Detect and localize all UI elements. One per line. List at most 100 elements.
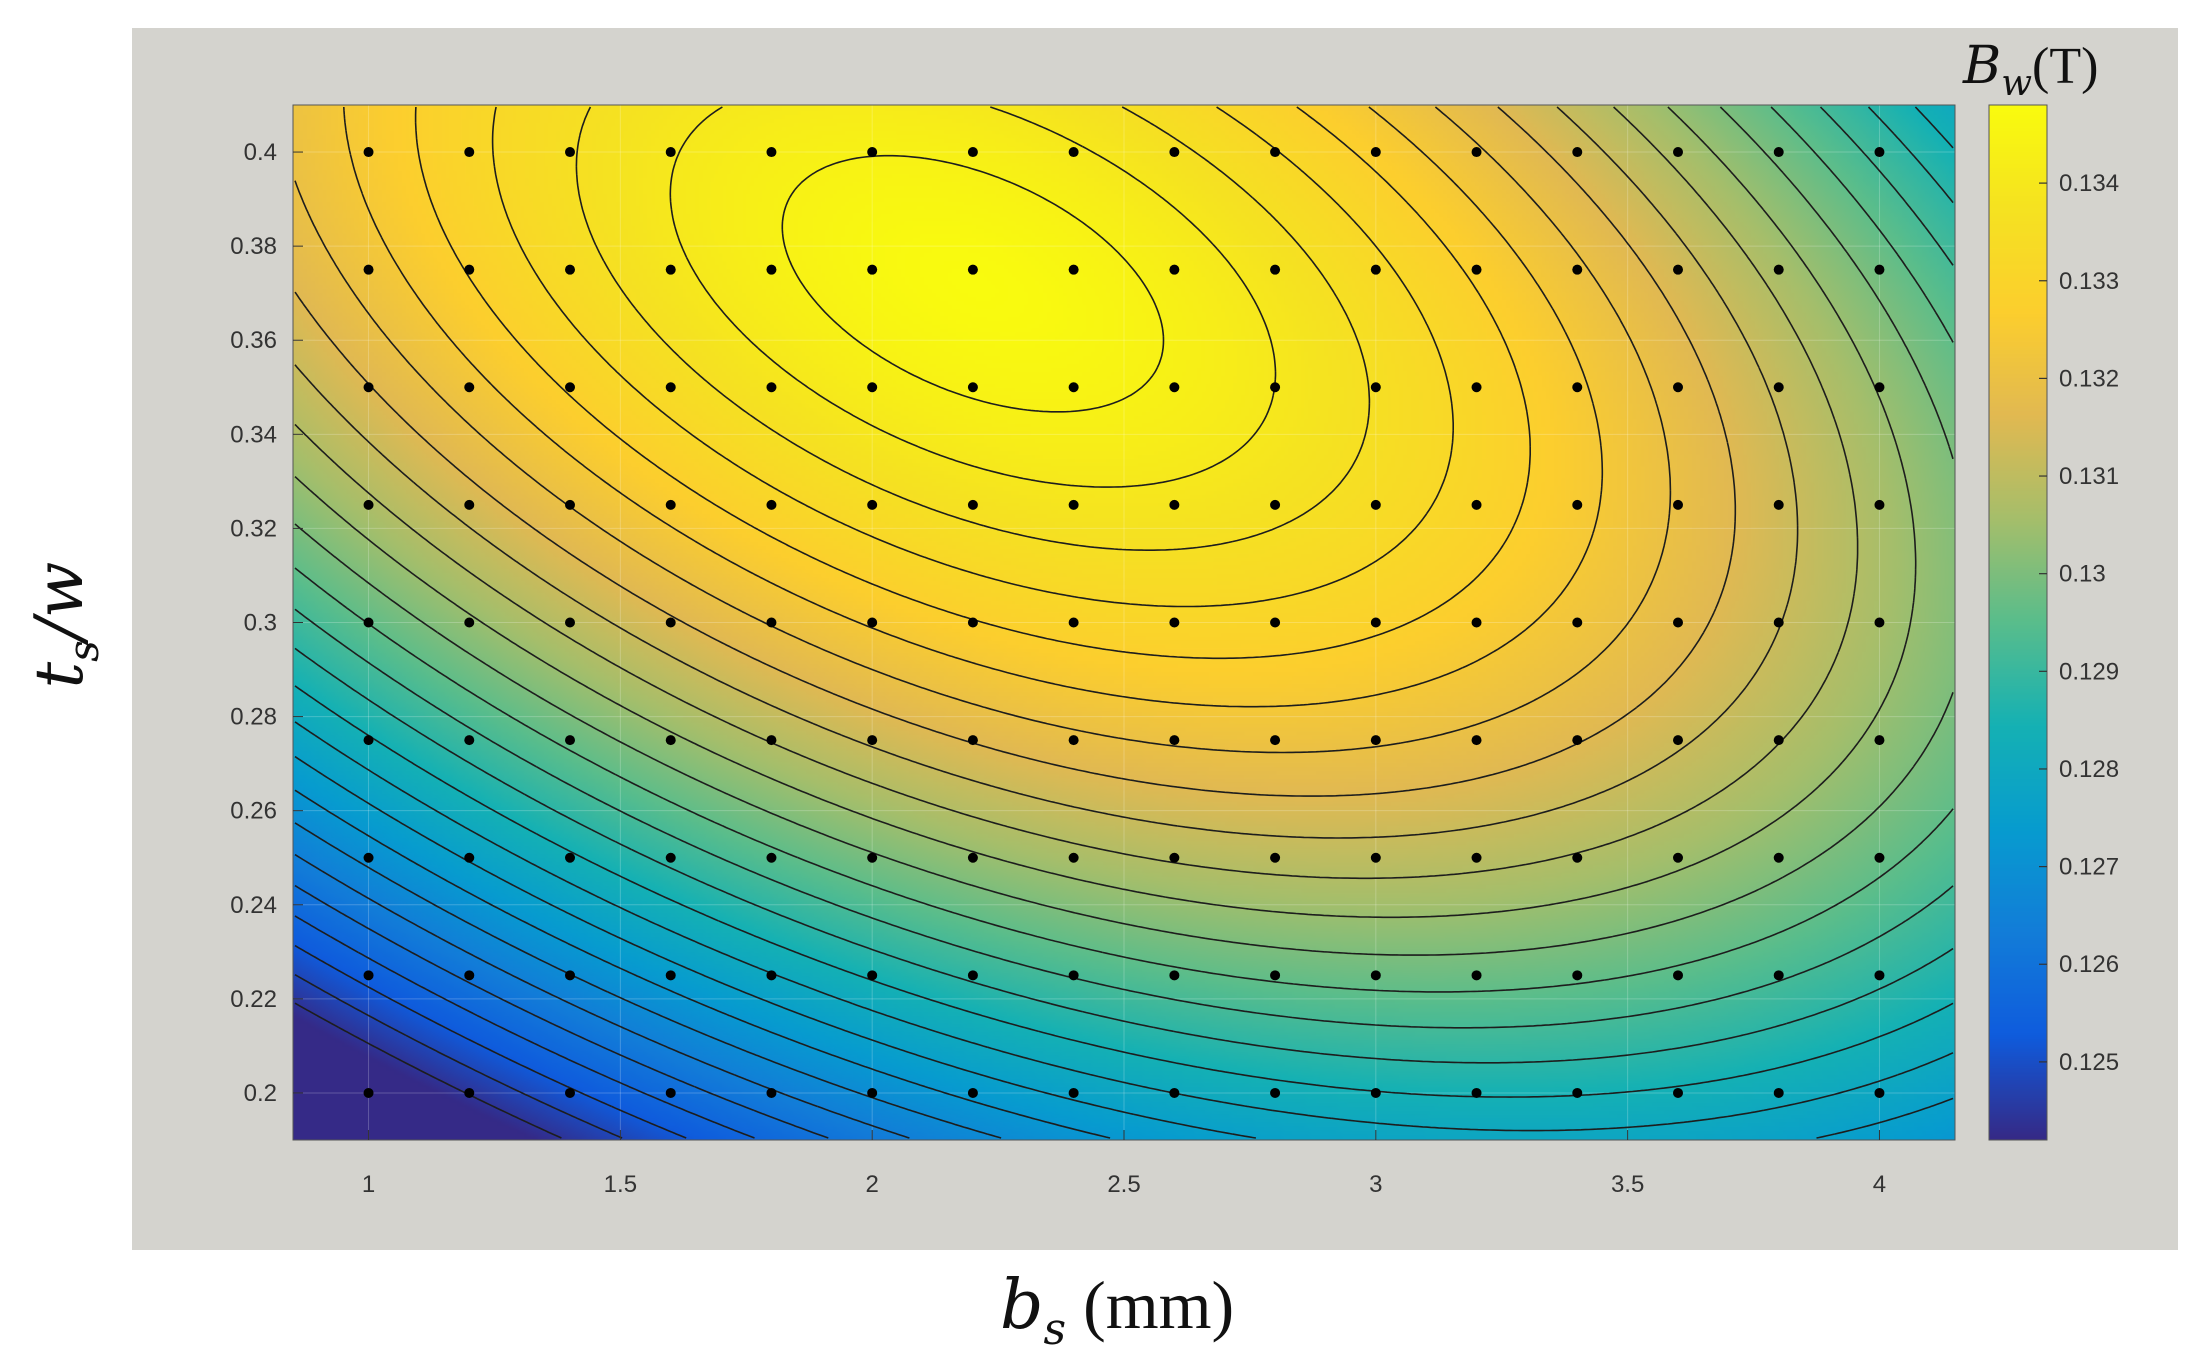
sample-point bbox=[1370, 852, 1381, 863]
contour-line bbox=[294, 974, 623, 1139]
contour-line bbox=[294, 106, 1954, 1098]
x-tick-label: 1 bbox=[362, 1171, 375, 1198]
y-axis-label-suffix: /w bbox=[21, 562, 98, 647]
sample-point bbox=[1773, 852, 1784, 863]
y-axis-ticks: 0.2 0.22 0.24 0.26 0.28 0.3 0.32 0.34 0.36 0.38 0.… bbox=[230, 139, 303, 1107]
sample-point bbox=[363, 382, 374, 393]
sample-point bbox=[1169, 382, 1180, 393]
sample-point bbox=[1068, 382, 1079, 393]
sample-point bbox=[766, 617, 777, 628]
sample-point bbox=[1068, 970, 1079, 981]
sample-point bbox=[867, 147, 878, 158]
contour-line bbox=[294, 853, 910, 1139]
sample-point bbox=[967, 970, 978, 981]
sample-point bbox=[363, 735, 374, 746]
sample-point bbox=[1068, 147, 1079, 158]
sample-point bbox=[1773, 499, 1784, 510]
sample-point bbox=[363, 970, 374, 981]
sample-point bbox=[464, 970, 475, 981]
sample-point bbox=[1773, 147, 1784, 158]
x-axis-label-symbol: b bbox=[1000, 1266, 1044, 1345]
sample-point bbox=[565, 382, 575, 393]
y-tick-label: 0.26 bbox=[230, 798, 277, 825]
sample-point bbox=[665, 735, 676, 746]
sample-point bbox=[967, 735, 978, 746]
sample-point bbox=[1673, 382, 1683, 393]
sample-point bbox=[665, 382, 676, 393]
sample-point bbox=[1471, 970, 1482, 981]
sample-point bbox=[464, 1087, 475, 1098]
x-tick-label: 3.5 bbox=[1611, 1171, 1644, 1198]
contour-line bbox=[294, 106, 1859, 880]
colorbar-gradient bbox=[1989, 105, 2047, 1140]
sample-point bbox=[1169, 264, 1180, 275]
y-axis-label-symbol: t bbox=[21, 661, 98, 688]
sample-point bbox=[766, 382, 777, 393]
sample-point bbox=[1572, 499, 1583, 510]
sample-point bbox=[1572, 617, 1583, 628]
colorbar-tick-label: 0.13 bbox=[2059, 561, 2106, 588]
contour-line bbox=[294, 106, 1954, 1029]
sample-point bbox=[1169, 499, 1180, 510]
sample-point bbox=[867, 499, 878, 510]
sample-point bbox=[1572, 382, 1583, 393]
y-tick-label: 0.32 bbox=[230, 515, 277, 542]
sample-point bbox=[1773, 264, 1784, 275]
sample-point bbox=[1370, 499, 1381, 510]
contour-line bbox=[491, 106, 1454, 608]
sample-point bbox=[1471, 499, 1482, 510]
contour-line bbox=[669, 106, 1277, 488]
sample-point bbox=[1471, 852, 1482, 863]
colorbar-tick-label: 0.125 bbox=[2059, 1049, 2119, 1076]
colorbar-title-symbol: B bbox=[1962, 36, 2001, 96]
sample-point bbox=[766, 970, 777, 981]
sample-point bbox=[1370, 264, 1381, 275]
sample-point bbox=[1370, 1087, 1381, 1098]
sample-point bbox=[1773, 970, 1784, 981]
sample-point bbox=[565, 852, 575, 863]
sample-point bbox=[967, 852, 978, 863]
sample-point bbox=[665, 499, 676, 510]
sample-point bbox=[1572, 147, 1583, 158]
sample-point bbox=[665, 617, 676, 628]
sample-point bbox=[1773, 1087, 1784, 1098]
colorbar-tick-label: 0.129 bbox=[2059, 658, 2119, 685]
sample-point bbox=[363, 264, 374, 275]
sample-point bbox=[665, 970, 676, 981]
contour-line bbox=[294, 106, 1737, 797]
y-tick-label: 0.22 bbox=[230, 986, 277, 1013]
colorbar-title-subscript: w bbox=[2001, 63, 2032, 104]
sample-point bbox=[1471, 1087, 1482, 1098]
sample-point bbox=[1874, 147, 1885, 158]
sample-point bbox=[565, 499, 575, 510]
contour-lines bbox=[294, 106, 1954, 1139]
sample-point bbox=[1673, 264, 1683, 275]
sample-point bbox=[1370, 617, 1381, 628]
contour-line bbox=[294, 106, 1954, 1064]
y-axis-label-subscript: s bbox=[59, 640, 108, 662]
sample-point bbox=[1874, 970, 1885, 981]
sample-point bbox=[363, 499, 374, 510]
sample-point bbox=[967, 499, 978, 510]
sample-point bbox=[565, 617, 575, 628]
y-tick-label: 0.34 bbox=[230, 421, 277, 448]
sample-point bbox=[1471, 264, 1482, 275]
contour-line bbox=[294, 106, 1954, 956]
sample-point bbox=[967, 264, 978, 275]
sample-point bbox=[867, 852, 878, 863]
sample-point bbox=[1673, 499, 1683, 510]
sample-point bbox=[1169, 147, 1180, 158]
sample-point bbox=[1673, 147, 1683, 158]
sample-point bbox=[766, 852, 777, 863]
x-tick-label: 2.5 bbox=[1107, 1171, 1140, 1198]
sample-point bbox=[766, 1087, 777, 1098]
sample-points bbox=[363, 147, 1885, 1098]
sample-point bbox=[464, 617, 475, 628]
sample-point bbox=[1673, 970, 1683, 981]
sample-point bbox=[1270, 617, 1281, 628]
contour-line bbox=[294, 106, 1672, 754]
contour-line bbox=[294, 822, 1002, 1139]
contour-line bbox=[294, 944, 687, 1139]
sample-point bbox=[766, 499, 777, 510]
sample-point bbox=[565, 147, 575, 158]
